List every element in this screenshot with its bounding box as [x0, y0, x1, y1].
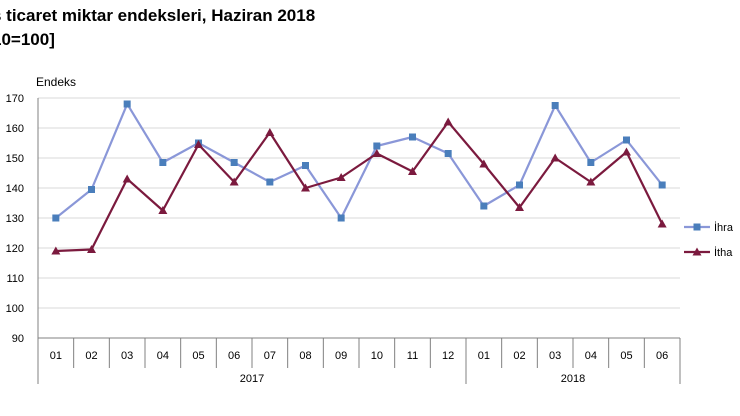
legend-label: İhra	[714, 221, 734, 234]
data-point	[123, 100, 131, 108]
x-tick-label: 05	[620, 350, 632, 362]
y-tick-label: 150	[6, 153, 24, 165]
data-point	[301, 183, 310, 192]
data-point	[372, 149, 382, 157]
data-point	[443, 117, 453, 126]
x-group-label: 2017	[240, 373, 264, 385]
data-point	[373, 142, 381, 150]
data-point	[586, 177, 596, 186]
y-tick-label: 130	[6, 213, 24, 225]
chart-title: s ticaret miktar endeksleri, Haziran 201…	[0, 6, 316, 25]
y-tick-label: 110	[6, 273, 24, 285]
x-tick-label: 03	[121, 350, 133, 362]
data-point	[587, 159, 595, 166]
data-point	[479, 159, 489, 168]
legend-marker	[692, 247, 702, 256]
data-point	[408, 167, 417, 175]
data-point	[622, 147, 631, 156]
y-tick-label: 160	[6, 123, 24, 135]
data-point	[122, 174, 132, 183]
x-group-label: 2018	[561, 373, 585, 385]
data-point	[336, 173, 346, 181]
data-point	[159, 159, 167, 166]
x-tick-label: 02	[513, 350, 525, 362]
x-tick-label: 03	[549, 350, 561, 362]
x-tick-label: 06	[656, 350, 668, 362]
x-tick-label: 07	[264, 350, 276, 362]
series-line-2	[55, 120, 664, 253]
x-tick-label: 12	[442, 350, 454, 362]
data-point	[480, 202, 488, 210]
y-tick-label: 100	[6, 303, 24, 315]
x-tick-label: 09	[335, 350, 347, 362]
data-point	[551, 102, 559, 109]
data-point	[516, 181, 523, 189]
data-point	[623, 136, 630, 144]
series-line-1	[55, 102, 664, 220]
data-point	[444, 150, 452, 157]
data-point	[87, 245, 96, 253]
x-tick-label: 08	[299, 350, 311, 362]
x-tick-label: 02	[85, 350, 97, 362]
data-point	[658, 181, 666, 189]
y-tick-label: 140	[6, 183, 24, 195]
data-point	[657, 219, 667, 228]
y-tick-label: 170	[6, 93, 24, 105]
data-point	[409, 133, 416, 141]
x-tick-label: 04	[585, 350, 597, 362]
x-tick-label: 11	[407, 350, 418, 362]
x-tick-label: 01	[50, 350, 62, 362]
legend-marker	[693, 223, 701, 231]
data-point	[158, 206, 168, 214]
x-tick-label: 04	[157, 350, 169, 362]
chart-subtitle: 10=100]	[0, 30, 55, 49]
data-point	[194, 140, 203, 148]
y-tick-label: 90	[12, 333, 24, 345]
x-tick-label: 01	[478, 350, 490, 362]
data-point	[51, 246, 61, 255]
legend-label: İtha	[714, 246, 733, 259]
x-tick-label: 05	[192, 350, 204, 362]
data-point	[229, 177, 239, 186]
data-point	[88, 186, 95, 193]
x-tick-label: 10	[371, 350, 383, 362]
data-point	[515, 203, 524, 211]
data-point	[337, 214, 345, 222]
y-tick-label: 120	[6, 243, 24, 255]
y-axis-label: Endeks	[36, 75, 76, 89]
data-point	[52, 214, 60, 222]
data-point	[302, 162, 309, 169]
data-point	[230, 159, 238, 166]
x-tick-label: 06	[228, 350, 240, 362]
data-point	[265, 128, 275, 136]
data-point	[266, 178, 274, 186]
data-point	[550, 153, 560, 162]
